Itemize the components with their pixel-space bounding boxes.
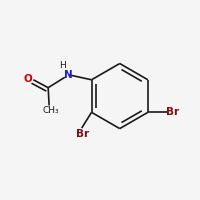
Text: CH₃: CH₃ (43, 106, 59, 115)
Text: N: N (64, 70, 73, 80)
Text: Br: Br (166, 107, 179, 117)
Text: Br: Br (76, 129, 89, 139)
Text: O: O (23, 74, 32, 84)
Text: H: H (60, 61, 66, 70)
